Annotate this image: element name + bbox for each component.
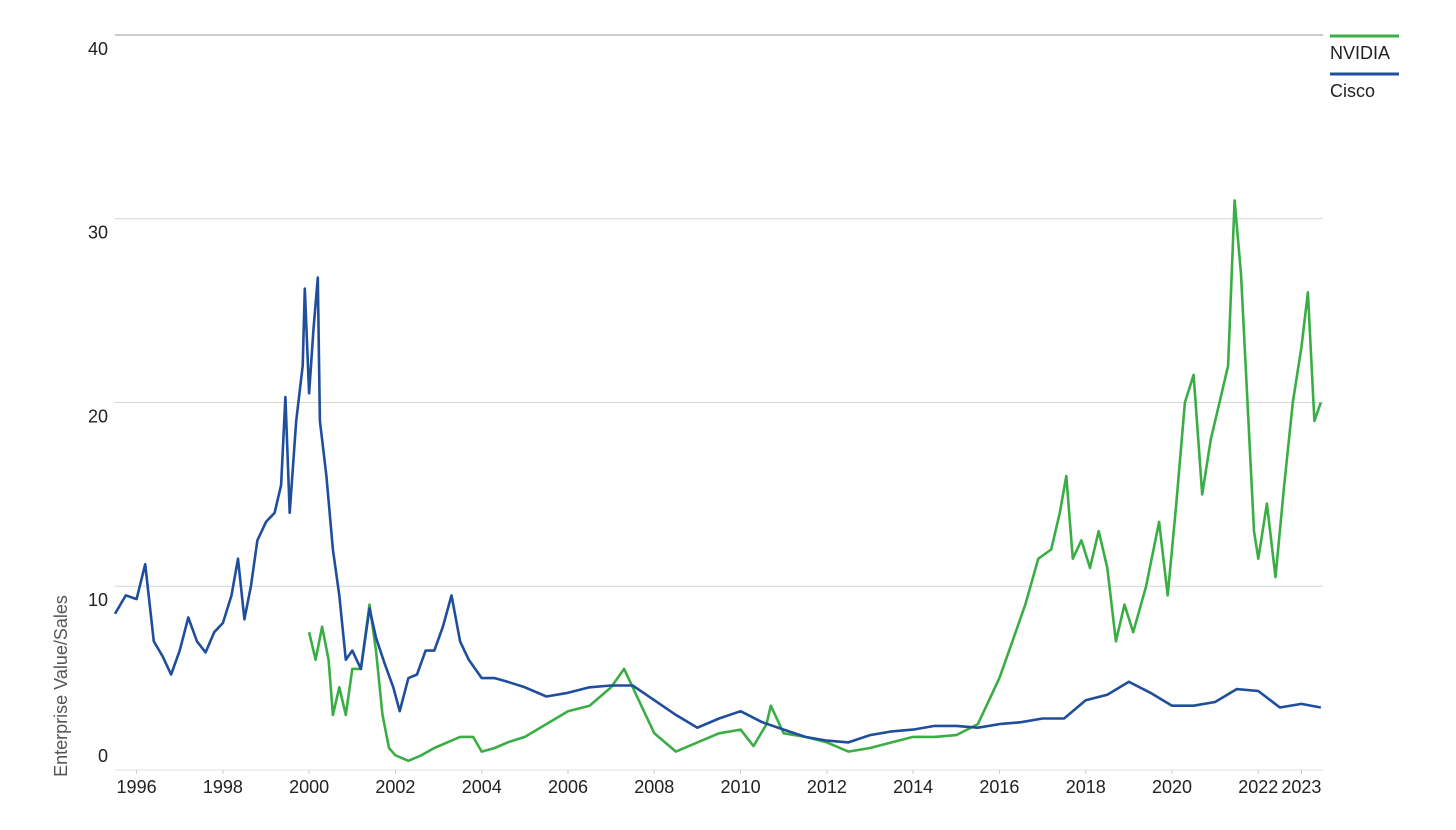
y-tick-label: 10 — [88, 590, 108, 610]
x-tick-label: 1998 — [203, 777, 243, 797]
x-tick-label: 2023 — [1281, 777, 1321, 797]
series-line — [113, 276, 1322, 744]
x-tick-label: 2016 — [979, 777, 1019, 797]
x-tick-label: 2022 — [1238, 777, 1278, 797]
x-tick-label: 2014 — [893, 777, 933, 797]
y-tick-label: 40 — [88, 39, 108, 59]
x-tick-label: 2002 — [375, 777, 415, 797]
x-tick-label: 2006 — [548, 777, 588, 797]
legend-label: NVIDIA — [1330, 43, 1390, 63]
x-tick-label: 2008 — [634, 777, 674, 797]
x-tick-label: 2010 — [721, 777, 761, 797]
legend-label: Cisco — [1330, 81, 1375, 101]
x-tick-label: 2018 — [1066, 777, 1106, 797]
y-tick-label: 20 — [88, 406, 108, 426]
y-tick-label: 30 — [88, 223, 108, 243]
x-tick-label: 2004 — [462, 777, 502, 797]
x-tick-label: 2020 — [1152, 777, 1192, 797]
series-line — [307, 199, 1323, 763]
x-tick-label: 1996 — [117, 777, 157, 797]
y-axis-label: Enterprise Value/Sales — [51, 595, 71, 777]
x-tick-label: 2012 — [807, 777, 847, 797]
y-tick-label: 0 — [98, 746, 108, 766]
x-tick-label: 2000 — [289, 777, 329, 797]
